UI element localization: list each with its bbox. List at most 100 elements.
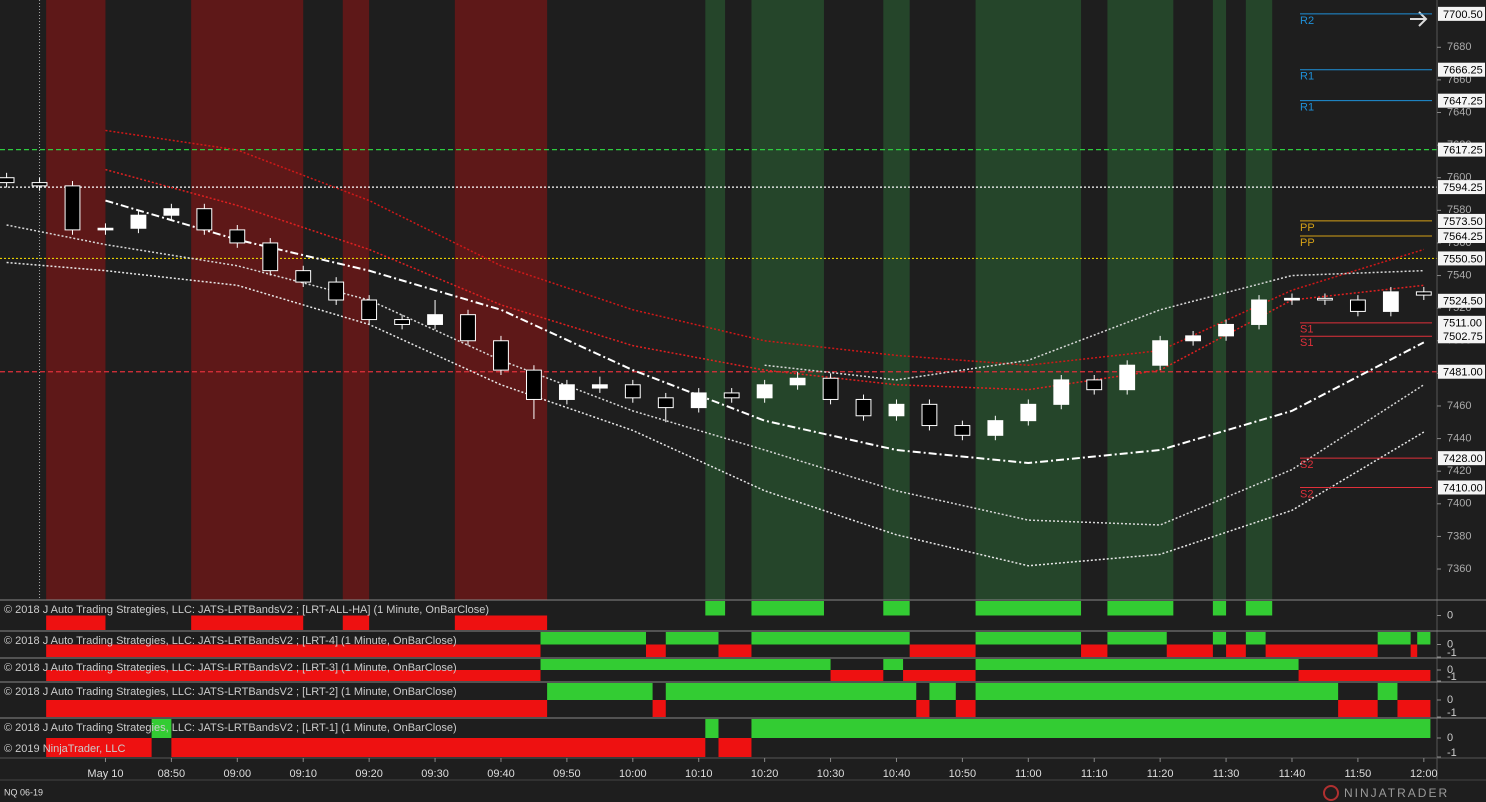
candle-body	[1284, 297, 1300, 301]
panel-tick-label: 0	[1447, 694, 1453, 706]
signal-run	[665, 683, 917, 700]
pivot-label: R1	[1300, 102, 1314, 114]
x-tick-label: 11:40	[1279, 768, 1306, 780]
signal-run	[171, 738, 706, 757]
pivot-label: S1	[1300, 324, 1313, 336]
signal-run	[975, 683, 1339, 700]
signal-run	[645, 644, 666, 657]
level-box	[1438, 62, 1485, 77]
signal-run	[151, 719, 172, 738]
signal-run	[909, 644, 976, 657]
signal-run	[718, 644, 752, 657]
candle-body	[31, 182, 48, 187]
signal-region	[1212, 0, 1227, 600]
band-line	[764, 269, 1424, 381]
candle-body	[262, 242, 279, 272]
signal-run	[540, 632, 646, 645]
candle-body	[460, 314, 476, 342]
signal-run	[751, 632, 910, 645]
x-tick-label: 10:40	[883, 768, 911, 780]
candle-body	[591, 384, 608, 389]
x-tick-label: 11:20	[1147, 768, 1174, 780]
y-tick-label: 7580	[1447, 204, 1471, 216]
x-tick-label: 10:00	[619, 768, 647, 780]
x-tick-label: 10:50	[949, 768, 977, 780]
candle-body	[558, 384, 575, 400]
candle-body	[64, 185, 81, 231]
signal-run	[903, 670, 976, 681]
candle-body	[789, 377, 806, 386]
signal-run	[1417, 632, 1431, 645]
candle-body	[526, 369, 542, 400]
x-tick-label: 10:30	[817, 768, 845, 780]
signal-run	[1377, 632, 1411, 645]
panel-title: © 2018 J Auto Trading Strategies, LLC: J…	[4, 686, 457, 698]
signal-run	[1107, 601, 1174, 616]
candle-body	[888, 403, 905, 417]
level-box	[1438, 229, 1485, 244]
level-box	[1438, 480, 1485, 495]
candle-body	[954, 425, 971, 436]
panel-tick-label: 0	[1447, 664, 1453, 676]
signal-run	[1212, 601, 1227, 616]
level-box	[1438, 315, 1485, 330]
y-tick-label: 7420	[1447, 465, 1471, 477]
level-label: 7647.25	[1443, 96, 1483, 108]
x-tick-label: 11:30	[1213, 768, 1240, 780]
signal-run	[46, 700, 548, 717]
signal-run	[883, 659, 904, 670]
candle-body	[1382, 291, 1399, 312]
x-tick-label: 10:10	[685, 768, 713, 780]
candle-body	[163, 208, 180, 216]
candle-body	[1119, 364, 1136, 391]
signal-run	[1245, 601, 1273, 616]
candle-body	[328, 281, 345, 301]
panel-tick-label: -1	[1447, 671, 1457, 683]
signal-run	[1410, 644, 1418, 657]
band-line	[6, 224, 1425, 526]
candle-body	[1020, 403, 1037, 422]
level-box	[1438, 293, 1485, 308]
panel-title: © 2018 J Auto Trading Strategies, LLC: J…	[4, 722, 457, 734]
panel-tick-label: -1	[1447, 647, 1457, 659]
candle-body	[1053, 379, 1070, 405]
x-tick-label: 12:00	[1410, 768, 1438, 780]
band-line	[6, 261, 1425, 567]
panel-title: © 2018 J Auto Trading Strategies, LLC: J…	[4, 635, 457, 647]
price-panel	[0, 0, 1437, 600]
instrument: NQ 06-19	[4, 787, 43, 797]
level-label: 7617.25	[1443, 144, 1483, 156]
x-tick-label: 09:20	[355, 768, 383, 780]
panel-title: © 2018 J Auto Trading Strategies, LLC: J…	[4, 662, 457, 674]
candle-body	[1218, 323, 1234, 337]
pivot-label: S1	[1300, 337, 1313, 349]
signal-run	[975, 659, 1299, 670]
signal-run	[1265, 644, 1378, 657]
y-tick-label: 7540	[1447, 269, 1471, 281]
candle-body	[196, 208, 213, 231]
x-tick-label: 09:10	[289, 768, 317, 780]
signal-run	[883, 601, 910, 616]
candle-body	[361, 299, 378, 321]
x-tick-label: 09:40	[487, 768, 515, 780]
level-box	[1438, 329, 1485, 344]
level-box	[1438, 6, 1485, 21]
x-tick-label: May 10	[87, 768, 123, 780]
signal-run	[975, 632, 1082, 645]
pivot-label: PP	[1300, 237, 1315, 249]
candle-body	[690, 392, 707, 409]
signal-run	[454, 615, 548, 630]
x-tick-label: 09:30	[421, 768, 449, 780]
signal-run	[652, 700, 666, 717]
signal-run	[46, 644, 541, 657]
candle-body	[987, 420, 1004, 436]
candle-body	[97, 227, 114, 231]
y-tick-label: 7360	[1447, 563, 1471, 575]
pivot-label: S2	[1300, 488, 1313, 500]
x-tick-label: 11:50	[1345, 768, 1372, 780]
logo-icon	[1323, 785, 1339, 801]
panel-title: © 2018 J Auto Trading Strategies, LLC: J…	[4, 604, 489, 616]
candle-body	[229, 229, 246, 244]
y-tick-label: 7460	[1447, 400, 1471, 412]
